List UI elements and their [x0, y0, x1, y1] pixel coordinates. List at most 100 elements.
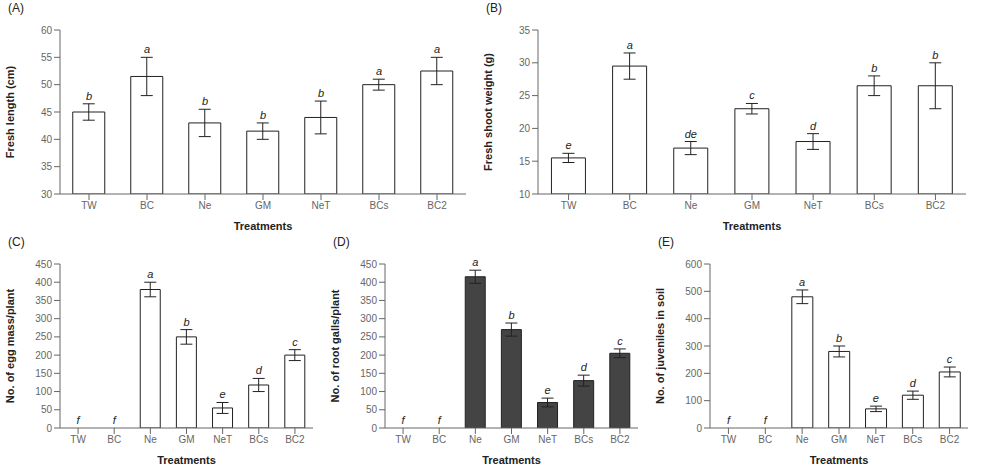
svg-text:GM: GM [255, 200, 271, 211]
svg-text:BC: BC [432, 434, 446, 445]
svg-text:25: 25 [519, 90, 531, 101]
svg-text:35: 35 [41, 161, 53, 172]
svg-text:600: 600 [685, 259, 702, 270]
svg-text:BC: BC [140, 200, 154, 211]
svg-text:15: 15 [519, 156, 531, 167]
svg-text:f: f [402, 414, 406, 426]
svg-text:e: e [873, 392, 879, 404]
svg-text:NeT: NeT [804, 200, 823, 211]
svg-text:c: c [749, 89, 755, 101]
svg-text:250: 250 [35, 331, 52, 342]
svg-text:a: a [147, 268, 153, 280]
svg-text:Ne: Ne [469, 434, 482, 445]
svg-text:350: 350 [360, 295, 377, 306]
svg-text:c: c [292, 336, 298, 348]
svg-text:Treatments: Treatments [157, 454, 216, 466]
svg-text:450: 450 [35, 259, 52, 270]
svg-text:100: 100 [685, 395, 702, 406]
svg-text:b: b [183, 316, 189, 328]
svg-text:f: f [113, 414, 117, 426]
svg-text:TW: TW [70, 434, 86, 445]
svg-text:50: 50 [366, 404, 378, 415]
svg-text:NeT: NeT [866, 434, 885, 445]
svg-text:d: d [810, 120, 817, 132]
svg-text:400: 400 [360, 277, 377, 288]
svg-text:Fresh length (cm): Fresh length (cm) [8, 66, 16, 159]
svg-text:50: 50 [41, 79, 53, 90]
svg-text:BC: BC [107, 434, 121, 445]
svg-text:de: de [685, 128, 697, 140]
svg-text:No. of egg mass/plant: No. of egg mass/plant [8, 289, 16, 404]
svg-text:a: a [627, 39, 633, 51]
svg-text:TW: TW [395, 434, 411, 445]
svg-text:f: f [727, 414, 731, 426]
svg-text:0: 0 [696, 423, 702, 434]
svg-text:300: 300 [685, 341, 702, 352]
svg-text:0: 0 [371, 423, 377, 434]
svg-text:30: 30 [41, 189, 53, 200]
svg-text:a: a [376, 65, 382, 77]
svg-text:35: 35 [519, 25, 531, 36]
svg-text:BC2: BC2 [610, 434, 630, 445]
svg-text:55: 55 [41, 52, 53, 63]
svg-text:500: 500 [685, 286, 702, 297]
svg-text:No. of juveniles in soil: No. of juveniles in soil [654, 288, 666, 404]
svg-text:BC2: BC2 [926, 200, 946, 211]
svg-text:200: 200 [35, 350, 52, 361]
svg-text:e: e [545, 384, 551, 396]
svg-text:400: 400 [685, 313, 702, 324]
svg-text:60: 60 [41, 25, 53, 36]
svg-text:GM: GM [503, 434, 519, 445]
svg-text:c: c [617, 335, 623, 347]
svg-text:100: 100 [360, 386, 377, 397]
svg-text:250: 250 [360, 331, 377, 342]
svg-text:TW: TW [561, 200, 577, 211]
svg-text:Treatments: Treatments [234, 220, 293, 232]
svg-text:GM: GM [744, 200, 760, 211]
svg-text:a: a [144, 43, 150, 55]
svg-text:BCs: BCs [903, 434, 922, 445]
svg-text:NeT: NeT [538, 434, 557, 445]
svg-text:Ne: Ne [796, 434, 809, 445]
svg-text:Fresh shoot weight (g): Fresh shoot weight (g) [482, 53, 494, 171]
svg-text:50: 50 [41, 404, 53, 415]
svg-text:Treatments: Treatments [810, 454, 869, 466]
svg-text:b: b [86, 90, 92, 102]
svg-text:a: a [434, 43, 440, 55]
svg-text:30: 30 [519, 57, 531, 68]
svg-text:40: 40 [41, 134, 53, 145]
svg-text:200: 200 [685, 368, 702, 379]
svg-text:e: e [566, 139, 572, 151]
svg-text:b: b [318, 87, 324, 99]
svg-text:b: b [932, 49, 938, 61]
svg-text:b: b [260, 109, 266, 121]
svg-text:NeT: NeT [312, 200, 331, 211]
svg-text:b: b [871, 62, 877, 74]
svg-text:BC2: BC2 [940, 434, 960, 445]
svg-text:BCs: BCs [249, 434, 268, 445]
svg-text:100: 100 [35, 386, 52, 397]
svg-text:BC2: BC2 [427, 200, 447, 211]
svg-text:f: f [438, 414, 442, 426]
svg-text:Ne: Ne [144, 434, 157, 445]
svg-text:200: 200 [360, 350, 377, 361]
svg-text:NeT: NeT [213, 434, 232, 445]
svg-text:0: 0 [46, 423, 52, 434]
svg-text:BC: BC [758, 434, 772, 445]
svg-text:e: e [220, 388, 226, 400]
svg-text:GM: GM [831, 434, 847, 445]
svg-text:a: a [472, 256, 478, 268]
svg-text:BC2: BC2 [285, 434, 305, 445]
svg-text:300: 300 [360, 313, 377, 324]
svg-text:TW: TW [81, 200, 97, 211]
svg-text:GM: GM [178, 434, 194, 445]
svg-text:f: f [77, 414, 81, 426]
svg-text:f: f [764, 414, 768, 426]
svg-text:20: 20 [519, 123, 531, 134]
svg-text:Ne: Ne [684, 200, 697, 211]
svg-text:45: 45 [41, 107, 53, 118]
svg-text:450: 450 [360, 259, 377, 270]
svg-text:d: d [581, 361, 588, 373]
svg-text:Treatments: Treatments [482, 454, 541, 466]
svg-text:350: 350 [35, 295, 52, 306]
